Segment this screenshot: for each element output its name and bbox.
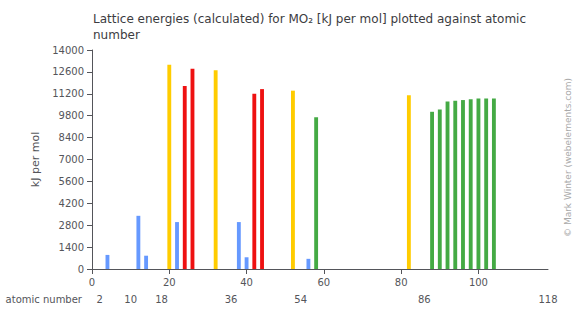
svg-text:100: 100 [469, 277, 488, 288]
svg-text:20: 20 [163, 277, 176, 288]
svg-text:1400: 1400 [59, 242, 84, 253]
svg-text:11200: 11200 [52, 88, 84, 99]
svg-text:2800: 2800 [59, 220, 84, 231]
svg-text:0: 0 [89, 277, 95, 288]
svg-text:10: 10 [124, 294, 137, 305]
svg-text:4200: 4200 [59, 198, 84, 209]
svg-text:80: 80 [395, 277, 408, 288]
svg-text:54: 54 [294, 294, 307, 305]
svg-text:9800: 9800 [59, 110, 84, 121]
svg-text:5600: 5600 [59, 176, 84, 187]
svg-text:86: 86 [418, 294, 431, 305]
svg-text:0: 0 [78, 264, 84, 275]
svg-text:kJ per mol: kJ per mol [29, 132, 42, 187]
svg-text:© Mark Winter (webelements.com: © Mark Winter (webelements.com) [563, 78, 573, 237]
svg-text:60: 60 [317, 277, 330, 288]
svg-text:7000: 7000 [59, 154, 84, 165]
svg-text:number: number [93, 28, 140, 42]
svg-text:atomic number: atomic number [6, 294, 83, 305]
svg-text:14000: 14000 [52, 45, 84, 56]
svg-text:36: 36 [225, 294, 238, 305]
svg-text:40: 40 [240, 277, 253, 288]
svg-text:2: 2 [97, 294, 103, 305]
svg-text:18: 18 [155, 294, 168, 305]
svg-text:Lattice energies (calculated): Lattice energies (calculated) for MO₂ [k… [93, 12, 526, 26]
svg-text:8400: 8400 [59, 132, 84, 143]
svg-text:118: 118 [538, 294, 557, 305]
svg-text:12600: 12600 [52, 66, 84, 77]
